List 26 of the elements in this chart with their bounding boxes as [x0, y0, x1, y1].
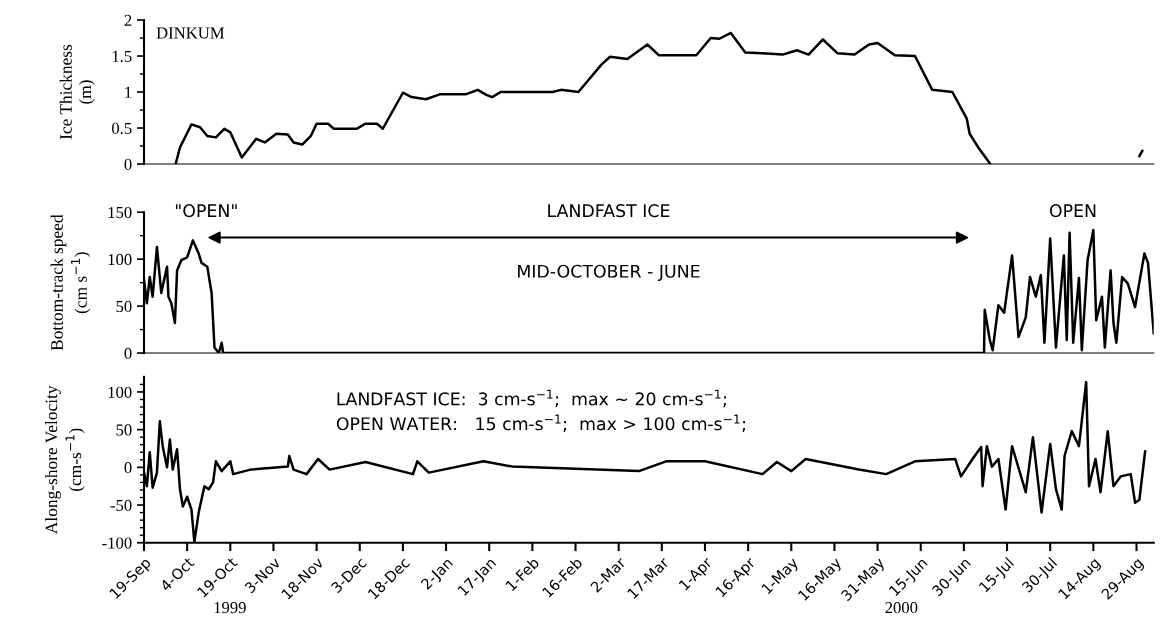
y-tick-label: 0 [124, 347, 132, 360]
y-tick-label: 0 [124, 462, 132, 474]
y-tick-label: 0 [124, 158, 132, 170]
y-tick-label: 50 [116, 300, 132, 313]
annotation: MID-OCTOBER - JUNE [518, 264, 700, 282]
y-axis-title: Bottom-track speed (cm s$^{−1}$) [50, 214, 91, 351]
y-tick-label: 1 [125, 86, 132, 98]
annotation: LANDFAST ICE: 3 cm-s$^{−1}$; max ~ 20 cm-s$^{−1}$; [337, 389, 726, 408]
y-axis-title: Ice Thickness (m) [59, 44, 95, 140]
annotation: OPEN WATER: 15 cm-s$^{−1}$; max > 100 cm-s$^{−1}$; [336, 414, 745, 433]
annotation: OPEN [1049, 204, 1096, 218]
y-tick-label: 100 [108, 386, 132, 398]
annotation: DINKUM [156, 27, 225, 39]
y-tick-label: -100 [102, 537, 132, 549]
y-axis-title: Along-shore Velocity (cm-s$^{−1}$) [45, 385, 85, 534]
y-tick-label: 150 [108, 206, 132, 219]
text: 1999 [214, 602, 246, 614]
y-tick-label: -50 [110, 499, 132, 511]
text: 2000 [885, 602, 918, 614]
annotation: "OPEN" [175, 204, 237, 218]
y-tick-label: 2 [124, 14, 132, 26]
y-tick-label: 0.5 [112, 122, 132, 135]
y-tick-label: 100 [108, 253, 132, 266]
y-tick-label: 1.5 [112, 50, 132, 63]
annotation: LANDFAST ICE [548, 204, 670, 218]
y-tick-label: 50 [116, 424, 132, 436]
